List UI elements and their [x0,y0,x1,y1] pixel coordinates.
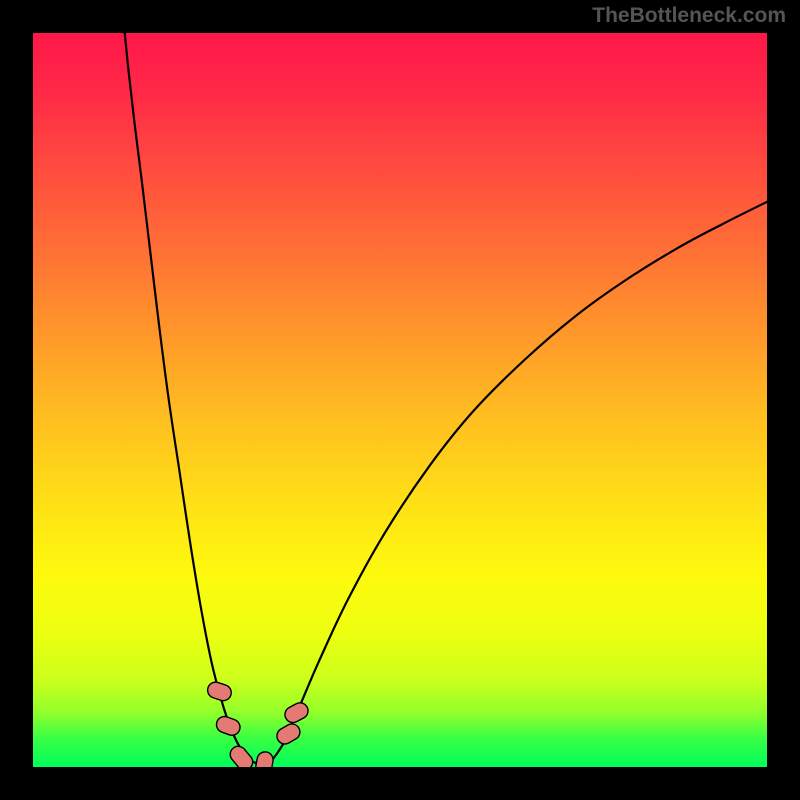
bottleneck-curve [33,33,767,767]
plot-area [33,33,767,767]
watermark-text: TheBottleneck.com [592,4,786,28]
chart-container: TheBottleneck.com [0,0,800,800]
